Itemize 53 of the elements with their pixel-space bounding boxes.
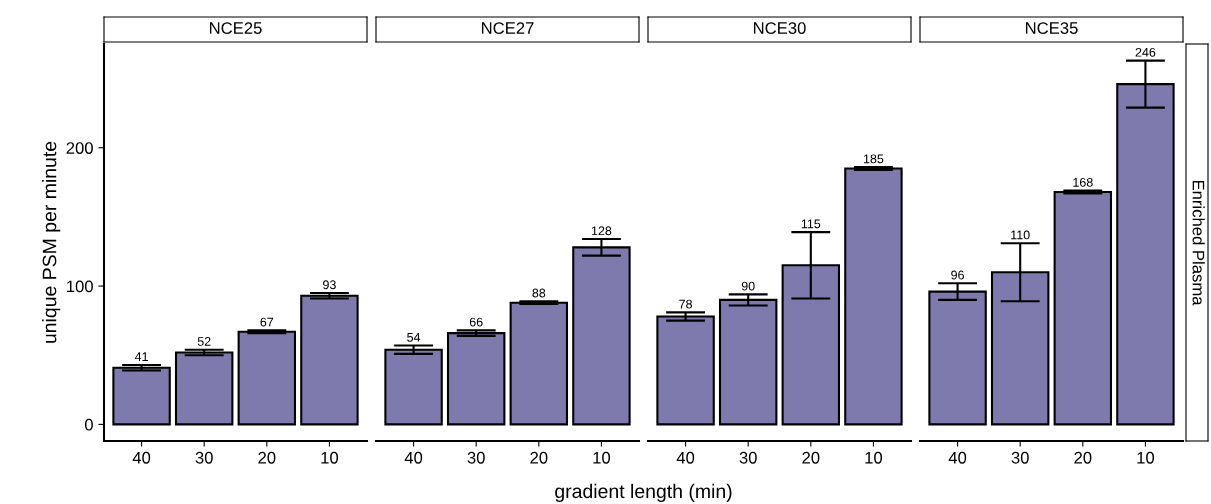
data-label: 110 (1011, 230, 1030, 240)
data-label: 128 (591, 226, 612, 236)
bar (656, 315, 715, 426)
data-label: 93 (323, 280, 336, 290)
bar (844, 167, 903, 426)
bar (174, 351, 234, 426)
x-tick-label: 20 (530, 451, 548, 464)
data-label: 96 (951, 270, 964, 280)
data-label: 66 (469, 317, 483, 327)
x-tick-label: 10 (321, 451, 339, 464)
y-tick-label: 200 (66, 142, 93, 154)
data-label: 90 (741, 281, 755, 291)
x-tick-label: 40 (948, 451, 967, 464)
bar (446, 332, 506, 426)
bar (300, 294, 359, 426)
y-tick-label: 100 (67, 280, 93, 293)
x-tick-label: 40 (132, 451, 151, 464)
chart-title: NCE25 (210, 22, 262, 34)
chart-title: NCE27 (482, 22, 534, 34)
data-label: 52 (197, 337, 211, 346)
y-tick-label: 0 (84, 418, 93, 431)
chart-title: NCE30 (754, 22, 806, 34)
x-tick-label: 30 (739, 451, 757, 464)
x-tick-label: 30 (195, 451, 213, 464)
x-tick-label: 30 (467, 451, 485, 464)
data-label: 78 (679, 299, 692, 309)
x-tick-label: 40 (404, 451, 423, 464)
data-label: 168 (1073, 177, 1093, 187)
bar (718, 298, 778, 426)
data-label: 246 (1135, 47, 1156, 57)
bar (1053, 190, 1113, 426)
data-label: 88 (532, 288, 546, 298)
x-tick-label: 20 (1074, 451, 1092, 464)
data-label: 185 (863, 154, 884, 164)
data-label: 41 (134, 352, 148, 361)
data-label: 115 (801, 219, 821, 229)
text: Enriched Plasma (1192, 180, 1205, 306)
x-tick-label: 20 (802, 451, 820, 464)
bar (509, 301, 569, 426)
y-axis-title: unique PSM per minute (42, 141, 61, 343)
x-tick-label: 30 (1011, 451, 1029, 464)
data-label: 54 (407, 332, 421, 342)
x-tick-label: 10 (593, 451, 611, 464)
x-axis-title: gradient length (min) (555, 483, 732, 502)
x-tick-label: 20 (258, 451, 276, 464)
bar (237, 330, 297, 426)
x-tick-label: 10 (865, 451, 883, 464)
data-label: 67 (260, 317, 274, 327)
bar (384, 348, 443, 426)
bar (112, 366, 171, 426)
chart-title: NCE35 (1026, 22, 1078, 34)
x-tick-label: 40 (676, 451, 695, 464)
x-tick-label: 10 (1137, 451, 1155, 464)
